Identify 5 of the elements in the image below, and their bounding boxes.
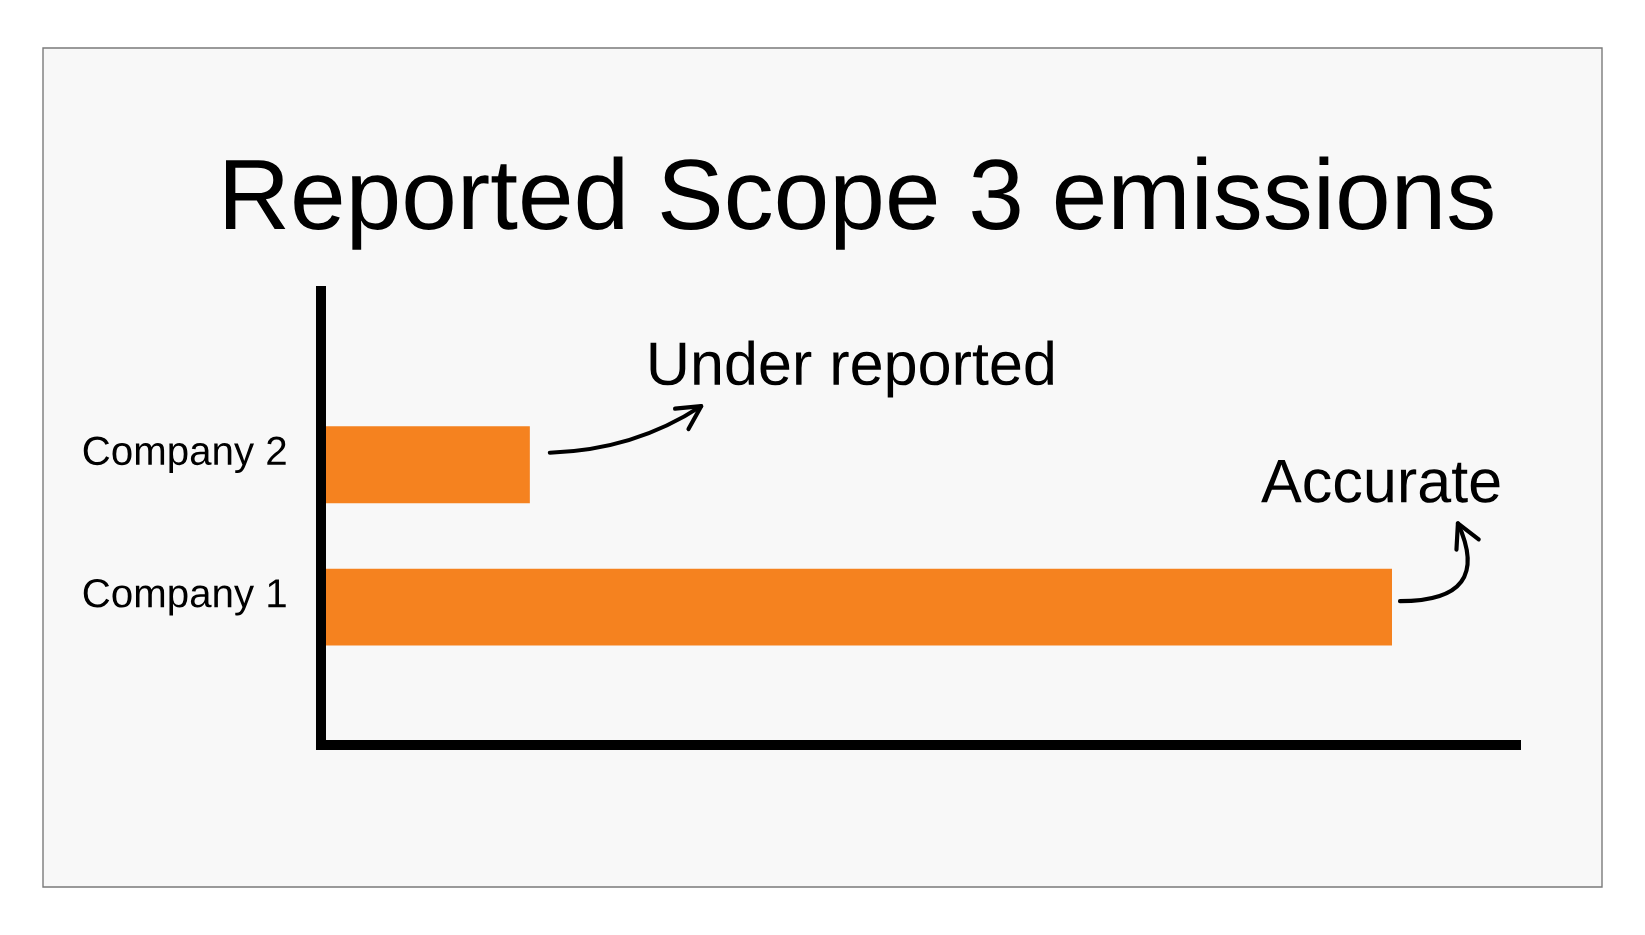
y-tick-label: Company 2 [83, 436, 286, 474]
annotation: Under reported [650, 340, 1053, 398]
y-tick-label: Company 1 [83, 579, 286, 616]
chart-title: Reported Scope 3 emissions [226, 156, 1493, 250]
annotation: Accurate [1261, 460, 1500, 503]
